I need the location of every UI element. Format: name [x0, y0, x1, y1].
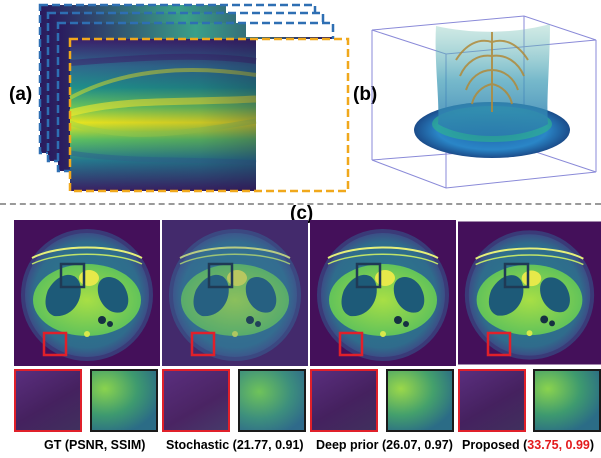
zoom-red-stochastic [162, 369, 230, 432]
roi-red-box [486, 331, 512, 357]
caption-proposed: Proposed (33.75, 0.99) [462, 438, 594, 452]
roi-blue-box [207, 262, 234, 289]
ct-slice-proposed [458, 220, 601, 366]
roi-red-box [338, 331, 364, 357]
roi-blue-box [355, 262, 382, 289]
label-b: (b) [353, 84, 378, 105]
roi-blue-box [59, 262, 86, 289]
caption-deep-prior: Deep prior (26.07, 0.97) [316, 438, 453, 452]
caption-proposed-psnr: 33.75 [527, 438, 559, 452]
front-frame [68, 37, 350, 193]
label-c: (c) [290, 203, 314, 224]
caption-proposed-sep: , [558, 438, 566, 452]
zoom-blue-deep-prior [386, 369, 454, 432]
zoom-blue-stochastic [238, 369, 306, 432]
caption-proposed-prefix: Proposed ( [462, 438, 528, 452]
section-divider [0, 203, 601, 205]
roi-red-box [42, 331, 68, 357]
sinogram-stack [38, 3, 350, 193]
ct-slice-gt [14, 220, 160, 366]
ct-slice-stochastic [162, 220, 308, 366]
roi-blue-box [503, 262, 530, 289]
caption-proposed-suffix: ) [589, 438, 595, 452]
zoom-red-deep-prior [310, 369, 378, 432]
caption-gt: GT (PSNR, SSIM) [44, 438, 146, 452]
caption-proposed-ssim: 0.99 [565, 438, 590, 452]
ct-slice-deep-prior [310, 220, 456, 366]
zoom-red-gt [14, 369, 82, 432]
zoom-blue-gt [90, 369, 158, 432]
label-a: (a) [9, 84, 33, 105]
roi-red-box [190, 331, 216, 357]
caption-stochastic: Stochastic (21.77, 0.91) [166, 438, 304, 452]
volume-render [371, 15, 597, 189]
ribcage [455, 32, 529, 112]
zoom-blue-proposed [533, 369, 601, 432]
zoom-red-proposed [458, 369, 526, 432]
